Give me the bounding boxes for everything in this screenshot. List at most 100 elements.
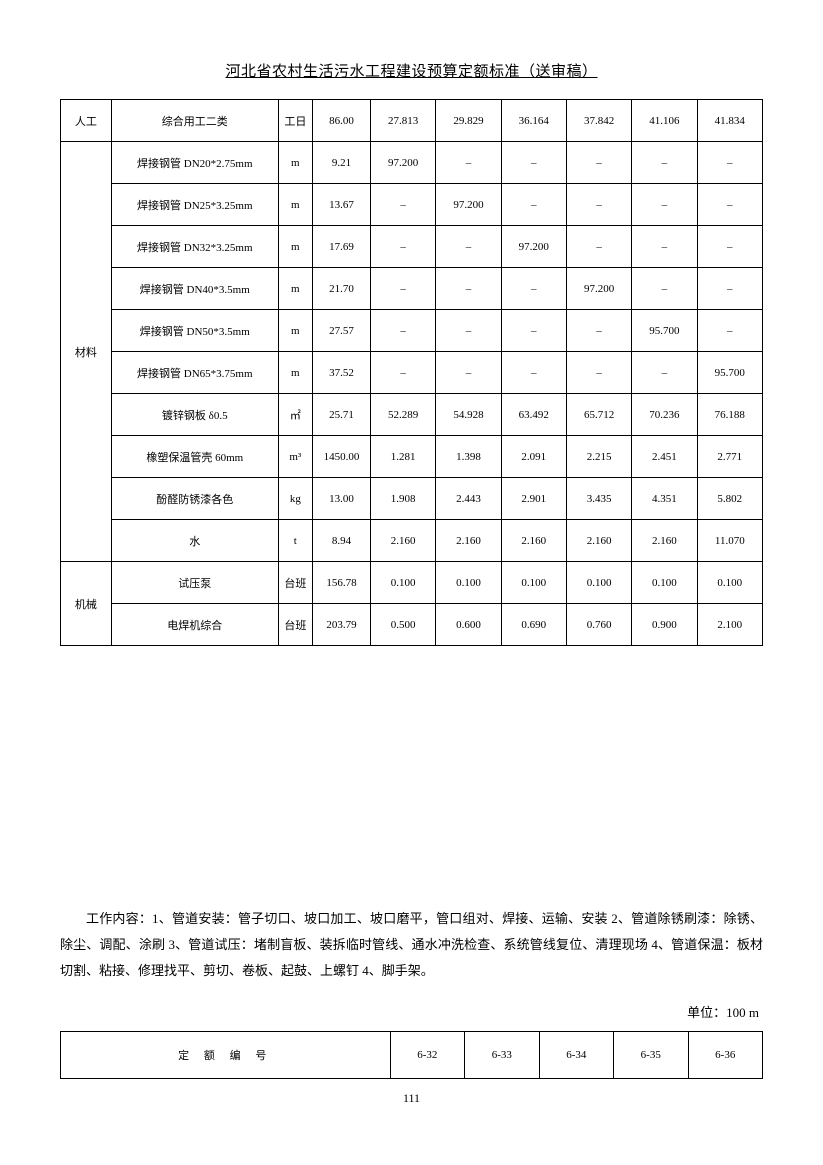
value-cell: 97.200 <box>371 142 436 184</box>
value-cell: 97.200 <box>566 268 631 310</box>
price-cell: 13.00 <box>312 478 370 520</box>
unit-cell: 台班 <box>278 604 312 646</box>
value-cell: 2.160 <box>436 520 501 562</box>
code-label: 定 额 编 号 <box>61 1032 391 1079</box>
value-cell: – <box>371 310 436 352</box>
unit-cell: m <box>278 310 312 352</box>
item-name-cell: 试压泵 <box>111 562 278 604</box>
table-row: 焊接钢管 DN50*3.5mmm27.57––––95.700– <box>61 310 763 352</box>
value-cell: – <box>436 226 501 268</box>
value-cell: 95.700 <box>697 352 762 394</box>
value-cell: 0.690 <box>501 604 566 646</box>
value-cell: 97.200 <box>501 226 566 268</box>
price-cell: 9.21 <box>312 142 370 184</box>
item-name-cell: 焊接钢管 DN25*3.25mm <box>111 184 278 226</box>
value-cell: – <box>371 352 436 394</box>
page-title: 河北省农村生活污水工程建设预算定额标准（送审稿） <box>60 60 763 81</box>
table-row: 机械试压泵台班156.780.1000.1000.1000.1000.1000.… <box>61 562 763 604</box>
value-cell: – <box>436 142 501 184</box>
price-cell: 203.79 <box>312 604 370 646</box>
value-cell: – <box>632 268 697 310</box>
unit-cell: 台班 <box>278 562 312 604</box>
value-cell: 2.215 <box>566 436 631 478</box>
item-name-cell: 酚醛防锈漆各色 <box>111 478 278 520</box>
price-cell: 27.57 <box>312 310 370 352</box>
price-cell: 17.69 <box>312 226 370 268</box>
value-cell: – <box>566 226 631 268</box>
unit-line: 单位：100 m <box>60 1002 763 1021</box>
table-row: 电焊机综合台班203.790.5000.6000.6900.7600.9002.… <box>61 604 763 646</box>
category-cell: 人工 <box>61 100 112 142</box>
value-cell: – <box>501 310 566 352</box>
table-row: 镀锌钢板 δ0.5㎡25.7152.28954.92863.49265.7127… <box>61 394 763 436</box>
value-cell: – <box>697 226 762 268</box>
value-cell: 4.351 <box>632 478 697 520</box>
value-cell: 1.908 <box>371 478 436 520</box>
value-cell: – <box>566 310 631 352</box>
table-row: 人工综合用工二类工日86.0027.81329.82936.16437.8424… <box>61 100 763 142</box>
value-cell: – <box>632 226 697 268</box>
unit-cell: t <box>278 520 312 562</box>
value-cell: – <box>501 142 566 184</box>
value-cell: 2.443 <box>436 478 501 520</box>
value-cell: 2.091 <box>501 436 566 478</box>
code-cell: 6-34 <box>539 1032 613 1079</box>
price-cell: 25.71 <box>312 394 370 436</box>
value-cell: 2.771 <box>697 436 762 478</box>
value-cell: 37.842 <box>566 100 631 142</box>
value-cell: 0.100 <box>632 562 697 604</box>
unit-cell: ㎡ <box>278 394 312 436</box>
price-cell: 1450.00 <box>312 436 370 478</box>
value-cell: – <box>566 352 631 394</box>
value-cell: 1.398 <box>436 436 501 478</box>
value-cell: – <box>436 268 501 310</box>
value-cell: – <box>501 352 566 394</box>
price-cell: 86.00 <box>312 100 370 142</box>
table-row: 水t8.942.1602.1602.1602.1602.16011.070 <box>61 520 763 562</box>
item-name-cell: 焊接钢管 DN20*2.75mm <box>111 142 278 184</box>
value-cell: – <box>632 142 697 184</box>
value-cell: 2.160 <box>632 520 697 562</box>
table-row: 酚醛防锈漆各色kg13.001.9082.4432.9013.4354.3515… <box>61 478 763 520</box>
value-cell: – <box>501 184 566 226</box>
unit-cell: m <box>278 226 312 268</box>
value-cell: 97.200 <box>436 184 501 226</box>
value-cell: 54.928 <box>436 394 501 436</box>
value-cell: 2.901 <box>501 478 566 520</box>
value-cell: 1.281 <box>371 436 436 478</box>
item-name-cell: 电焊机综合 <box>111 604 278 646</box>
value-cell: 11.070 <box>697 520 762 562</box>
main-table: 人工综合用工二类工日86.0027.81329.82936.16437.8424… <box>60 99 763 646</box>
value-cell: 27.813 <box>371 100 436 142</box>
value-cell: – <box>632 184 697 226</box>
code-cell: 6-32 <box>390 1032 464 1079</box>
value-cell: – <box>371 268 436 310</box>
value-cell: – <box>371 184 436 226</box>
code-cell: 6-36 <box>688 1032 763 1079</box>
value-cell: 2.100 <box>697 604 762 646</box>
value-cell: 0.100 <box>436 562 501 604</box>
price-cell: 21.70 <box>312 268 370 310</box>
value-cell: – <box>632 352 697 394</box>
price-cell: 8.94 <box>312 520 370 562</box>
table-row: 橡塑保温管壳 60mmm³1450.001.2811.3982.0912.215… <box>61 436 763 478</box>
value-cell: – <box>566 142 631 184</box>
value-cell: 0.100 <box>697 562 762 604</box>
page-number: 111 <box>60 1091 763 1106</box>
value-cell: – <box>436 352 501 394</box>
item-name-cell: 水 <box>111 520 278 562</box>
value-cell: – <box>371 226 436 268</box>
value-cell: 2.160 <box>566 520 631 562</box>
value-cell: – <box>697 184 762 226</box>
table-row: 焊接钢管 DN65*3.75mmm37.52–––––95.700 <box>61 352 763 394</box>
code-cell: 6-33 <box>465 1032 539 1079</box>
value-cell: 65.712 <box>566 394 631 436</box>
value-cell: 0.500 <box>371 604 436 646</box>
table-row: 焊接钢管 DN32*3.25mmm17.69––97.200––– <box>61 226 763 268</box>
value-cell: – <box>566 184 631 226</box>
value-cell: 2.160 <box>371 520 436 562</box>
item-name-cell: 综合用工二类 <box>111 100 278 142</box>
price-cell: 13.67 <box>312 184 370 226</box>
value-cell: 29.829 <box>436 100 501 142</box>
value-cell: 5.802 <box>697 478 762 520</box>
